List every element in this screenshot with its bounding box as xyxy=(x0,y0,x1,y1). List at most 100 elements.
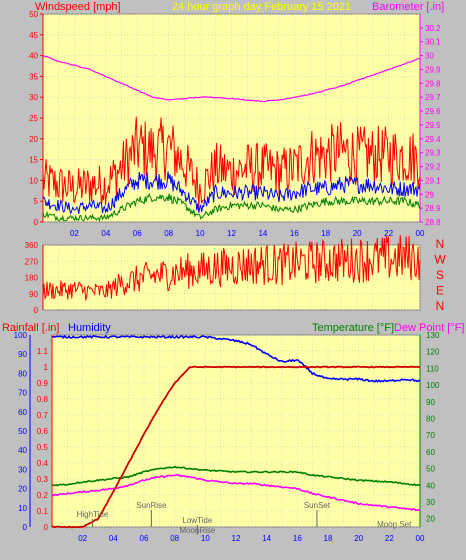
compass-label: E xyxy=(436,284,444,298)
annotation-label: SunSet xyxy=(304,501,331,510)
rain-temp-x-tick-label: 00 xyxy=(416,534,425,543)
temperature-tick-label: 30 xyxy=(426,498,435,507)
barometer-tick-label: 29.5 xyxy=(425,121,441,130)
wind-x-tick-label: 18 xyxy=(321,229,330,238)
direction-tick-label: 360 xyxy=(25,241,39,250)
windspeed-tick-label: 5 xyxy=(34,197,39,206)
wind-x-tick-label: 08 xyxy=(164,229,173,238)
rainfall-tick-label: 0.6 xyxy=(37,427,49,436)
windspeed-tick-label: 45 xyxy=(29,31,38,40)
windspeed-tick-label: 10 xyxy=(29,176,38,185)
rain-temp-x-tick-label: 22 xyxy=(385,534,394,543)
temperature-tick-label: 70 xyxy=(426,431,435,440)
temperature-tick-label: 100 xyxy=(426,381,440,390)
temperature-tick-label: 50 xyxy=(426,465,435,474)
rain-temp-x-tick-label: 10 xyxy=(201,534,210,543)
humidity-tick-label: 50 xyxy=(18,427,27,436)
temperature-axis-label: Temperature [°F] xyxy=(312,322,394,334)
wind-average-series-line xyxy=(42,171,421,215)
direction-tick-label: 90 xyxy=(29,290,38,299)
barometer-tick-label: 30.2 xyxy=(425,24,441,33)
barometer-tick-label: 29.3 xyxy=(425,149,441,158)
annotation-label: LowTide xyxy=(182,516,212,525)
temperature-tick-label: 130 xyxy=(426,331,440,340)
temperature-tick-label: 120 xyxy=(426,348,440,357)
temperature-tick-label: 40 xyxy=(426,481,435,490)
annotation-label: MoonRise xyxy=(179,526,216,535)
humidity-tick-label: 100 xyxy=(14,331,28,340)
barometer-series-line xyxy=(42,55,421,103)
humidity-tick-label: 10 xyxy=(18,504,27,513)
wind-x-tick-label: 04 xyxy=(101,229,110,238)
humidity-tick-label: 40 xyxy=(18,446,27,455)
direction-tick-label: 270 xyxy=(25,257,39,266)
rainfall-tick-label: 1 xyxy=(44,363,49,372)
rain-temp-x-tick-label: 04 xyxy=(109,534,118,543)
barometer-tick-label: 29.7 xyxy=(425,93,441,102)
humidity-tick-label: 80 xyxy=(18,369,27,378)
windspeed-tick-label: 40 xyxy=(29,52,38,61)
direction-tick-label: 180 xyxy=(25,274,39,283)
dewpoint-axis-label: Dew Point [°F] xyxy=(394,322,464,334)
rainfall-tick-label: 0.4 xyxy=(37,459,49,468)
barometer-tick-label: 29 xyxy=(425,190,434,199)
dewpoint-series-line xyxy=(51,474,420,512)
barometer-tick-label: 29.4 xyxy=(425,135,441,144)
temperature-tick-label: 80 xyxy=(426,414,435,423)
rain-temp-x-tick-label: 02 xyxy=(78,534,87,543)
rain-temp-x-tick-label: 20 xyxy=(354,534,363,543)
wind-low-series-line xyxy=(42,192,421,223)
windspeed-axis-label: Windspeed [mph] xyxy=(35,1,121,13)
barometer-tick-label: 30.1 xyxy=(425,38,441,47)
windspeed-tick-label: 0 xyxy=(34,218,39,227)
rain-temp-x-tick-label: 16 xyxy=(293,534,302,543)
compass-label: N xyxy=(436,299,445,313)
compass-label: W xyxy=(434,253,446,267)
windspeed-tick-label: 15 xyxy=(29,156,38,165)
barometer-tick-label: 29.9 xyxy=(425,65,441,74)
compass-label: S xyxy=(436,268,444,282)
annotation-label: SunRise xyxy=(136,501,167,510)
barometer-tick-label: 28.8 xyxy=(425,218,441,227)
wind-x-tick-label: 14 xyxy=(258,229,267,238)
humidity-axis-label: Humidity xyxy=(68,322,111,334)
rainfall-tick-label: 0.1 xyxy=(37,507,49,516)
temperature-series-line xyxy=(51,465,421,487)
annotation-label: Moon Set xyxy=(377,520,412,529)
wind-x-tick-label: 22 xyxy=(384,229,393,238)
humidity-tick-label: 30 xyxy=(18,465,27,474)
windspeed-tick-label: 25 xyxy=(29,114,38,123)
humidity-series-line xyxy=(51,334,421,383)
rain-temp-x-tick-label: 08 xyxy=(170,534,179,543)
temperature-tick-label: 90 xyxy=(426,398,435,407)
barometer-tick-label: 29.2 xyxy=(425,163,441,172)
humidity-tick-label: 60 xyxy=(18,408,27,417)
temperature-tick-label: 60 xyxy=(426,448,435,457)
rainfall-tick-label: 0.2 xyxy=(37,491,49,500)
wind-x-tick-label: 16 xyxy=(290,229,299,238)
barometer-tick-label: 30 xyxy=(425,52,434,61)
rainfall-tick-label: 0.9 xyxy=(37,379,49,388)
rain-temp-x-tick-label: 18 xyxy=(324,534,333,543)
windspeed-tick-label: 35 xyxy=(29,72,38,81)
rainfall-tick-label: 0.7 xyxy=(37,411,49,420)
rain-temp-x-tick-label: 06 xyxy=(140,534,149,543)
rainfall-axis-label: Rainfall [.in] xyxy=(2,322,59,334)
rainfall-series-line xyxy=(52,365,421,529)
windspeed-tick-label: 50 xyxy=(29,10,38,19)
humidity-tick-label: 70 xyxy=(18,389,27,398)
rainfall-tick-label: 0.8 xyxy=(37,395,49,404)
humidity-tick-label: 90 xyxy=(18,350,27,359)
direction-tick-label: 0 xyxy=(34,306,39,315)
windspeed-tick-label: 20 xyxy=(29,135,38,144)
barometer-tick-label: 29.6 xyxy=(425,107,441,116)
barometer-tick-label: 28.9 xyxy=(425,204,441,213)
temperature-tick-label: 110 xyxy=(426,364,439,373)
wind-x-tick-label: 12 xyxy=(227,229,236,238)
wind-x-tick-label: 06 xyxy=(133,229,142,238)
wind-x-tick-label: 20 xyxy=(353,229,362,238)
compass-label: N xyxy=(436,237,445,251)
wind-x-tick-label: 10 xyxy=(196,229,205,238)
rain-temp-x-tick-label: 14 xyxy=(262,534,271,543)
rainfall-tick-label: 1.1 xyxy=(37,347,49,356)
